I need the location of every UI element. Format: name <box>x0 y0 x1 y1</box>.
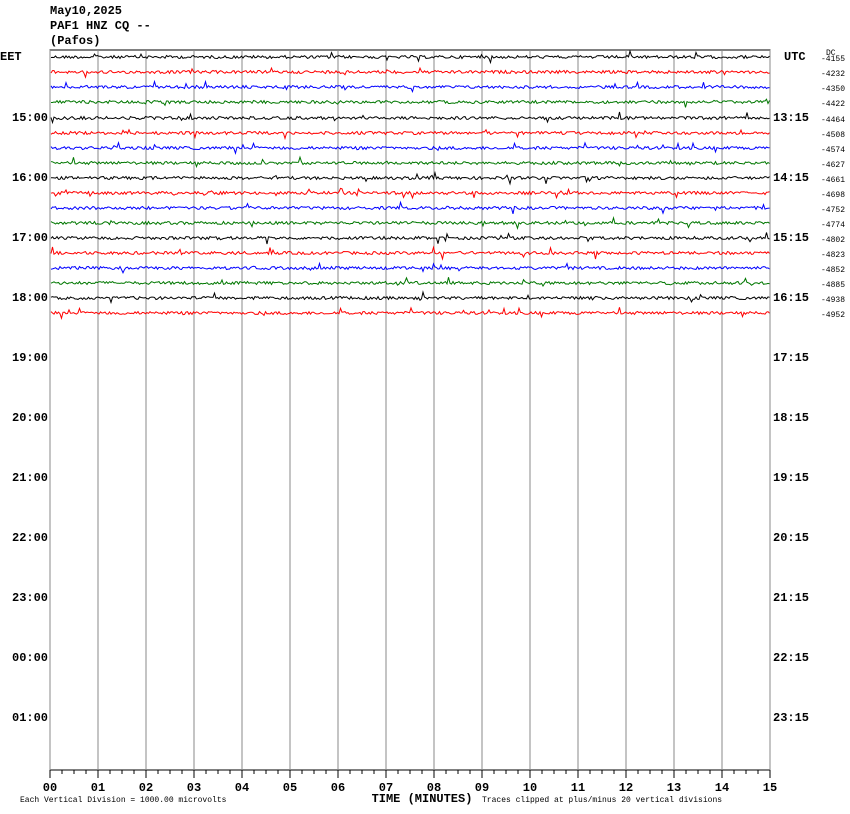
dc-offset: -4885 <box>821 281 845 290</box>
trace <box>50 276 770 287</box>
x-tick-label: 06 <box>331 781 345 795</box>
trace <box>50 187 770 200</box>
right-time-label: 13:15 <box>773 111 809 125</box>
dc-label: DC <box>826 49 836 58</box>
trace <box>50 261 770 275</box>
trace <box>50 306 770 320</box>
right-time-label: 23:15 <box>773 711 809 725</box>
chart-title: May10,2025 <box>50 4 122 18</box>
dc-offset: -4752 <box>821 206 845 215</box>
x-tick-label: 02 <box>139 781 153 795</box>
x-tick-label: 14 <box>715 781 729 795</box>
x-tick-label: 04 <box>235 781 249 795</box>
x-tick-label: 09 <box>475 781 489 795</box>
x-tick-label: 15 <box>763 781 777 795</box>
dc-offset: -4464 <box>821 116 845 125</box>
x-tick-label: 05 <box>283 781 297 795</box>
left-time-label: 15:00 <box>12 111 48 125</box>
left-time-label: 16:00 <box>12 171 48 185</box>
dc-offset: -4155 <box>821 55 845 64</box>
trace <box>50 290 770 305</box>
x-tick-label: 07 <box>379 781 393 795</box>
clip-note: Traces clipped at plus/minus 20 vertical… <box>482 796 722 805</box>
left-time-label: 20:00 <box>12 411 48 425</box>
trace <box>51 170 770 186</box>
dc-offset: -4823 <box>821 251 845 260</box>
left-time-label: 01:00 <box>12 711 48 725</box>
trace <box>50 140 770 155</box>
right-time-label: 15:15 <box>773 231 809 245</box>
left-time-label: 22:00 <box>12 531 48 545</box>
trace <box>51 98 770 108</box>
dc-offset: -4774 <box>821 221 845 230</box>
x-tick-label: 03 <box>187 781 201 795</box>
trace <box>50 216 770 231</box>
right-time-label: 14:15 <box>773 171 809 185</box>
right-time-label: 16:15 <box>773 291 809 305</box>
trace <box>50 79 770 94</box>
x-tick-label: 01 <box>91 781 105 795</box>
trace <box>50 232 770 245</box>
trace <box>50 200 770 215</box>
right-time-label: 17:15 <box>773 351 809 365</box>
dc-offset: -4938 <box>821 296 845 305</box>
dc-offset: -4508 <box>821 131 845 140</box>
right-time-label: 19:15 <box>773 471 809 485</box>
right-time-label: 20:15 <box>773 531 809 545</box>
dc-offset: -4627 <box>821 161 845 170</box>
dc-offset: -4422 <box>821 100 845 109</box>
x-tick-label: 12 <box>619 781 633 795</box>
left-time-label: 21:00 <box>12 471 48 485</box>
right-time-label: 22:15 <box>773 651 809 665</box>
trace <box>50 111 770 125</box>
location: (Pafos) <box>50 34 100 48</box>
x-tick-label: 08 <box>427 781 441 795</box>
dc-offset: -4852 <box>821 266 845 275</box>
x-tick-label: 11 <box>571 781 585 795</box>
dc-offset: -4802 <box>821 236 845 245</box>
left-time-label: 18:00 <box>12 291 48 305</box>
left-time-label: 00:00 <box>12 651 48 665</box>
dc-offset: -4232 <box>821 70 845 79</box>
dc-offset: -4698 <box>821 191 845 200</box>
left-time-label: 19:00 <box>12 351 48 365</box>
left-timezone: EET <box>0 50 22 64</box>
right-time-label: 18:15 <box>773 411 809 425</box>
dc-offset: -4574 <box>821 146 845 155</box>
trace <box>50 66 770 79</box>
dc-offset: -4661 <box>821 176 845 185</box>
trace <box>50 155 770 169</box>
dc-offset: -4350 <box>821 85 845 94</box>
x-tick-label: 10 <box>523 781 537 795</box>
trace <box>50 49 770 65</box>
dc-offset: -4952 <box>821 311 845 320</box>
station: PAF1 HNZ CQ -- <box>50 19 151 33</box>
x-tick-label: 13 <box>667 781 681 795</box>
right-timezone: UTC <box>784 50 806 64</box>
trace <box>50 128 770 141</box>
scale-note: Each Vertical Division = 1000.00 microvo… <box>20 796 227 805</box>
left-time-label: 23:00 <box>12 591 48 605</box>
x-axis-label: TIME (MINUTES) <box>372 792 473 806</box>
left-time-label: 17:00 <box>12 231 48 245</box>
plot-frame <box>49 49 771 771</box>
right-time-label: 21:15 <box>773 591 809 605</box>
x-tick-label: 00 <box>43 781 57 795</box>
trace <box>50 245 770 261</box>
